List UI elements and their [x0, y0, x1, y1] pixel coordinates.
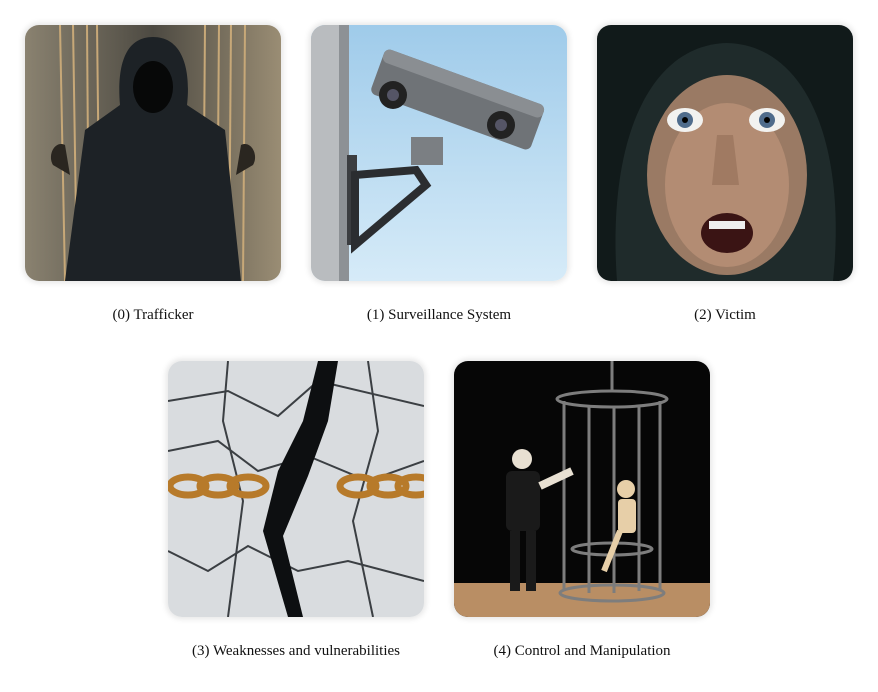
caption-weaknesses: (3) Weaknesses and vulnerabilities — [191, 643, 401, 659]
panel-control — [454, 361, 710, 617]
puppet-cage-image — [454, 361, 710, 617]
panel-surveillance — [311, 25, 567, 281]
cracked-chain-image — [168, 361, 424, 617]
caption-control: (4) Control and Manipulation — [493, 643, 671, 659]
caption-victim: (2) Victim — [694, 307, 756, 323]
caption-trafficker: (0) Trafficker — [112, 307, 194, 323]
surveillance-camera-image — [311, 25, 567, 281]
panel-trafficker — [25, 25, 281, 281]
caption-surveillance: (1) Surveillance System — [366, 307, 512, 323]
trafficker-image — [25, 25, 281, 281]
panel-victim — [597, 25, 853, 281]
panel-weaknesses — [168, 361, 424, 617]
victim-face-image — [597, 25, 853, 281]
